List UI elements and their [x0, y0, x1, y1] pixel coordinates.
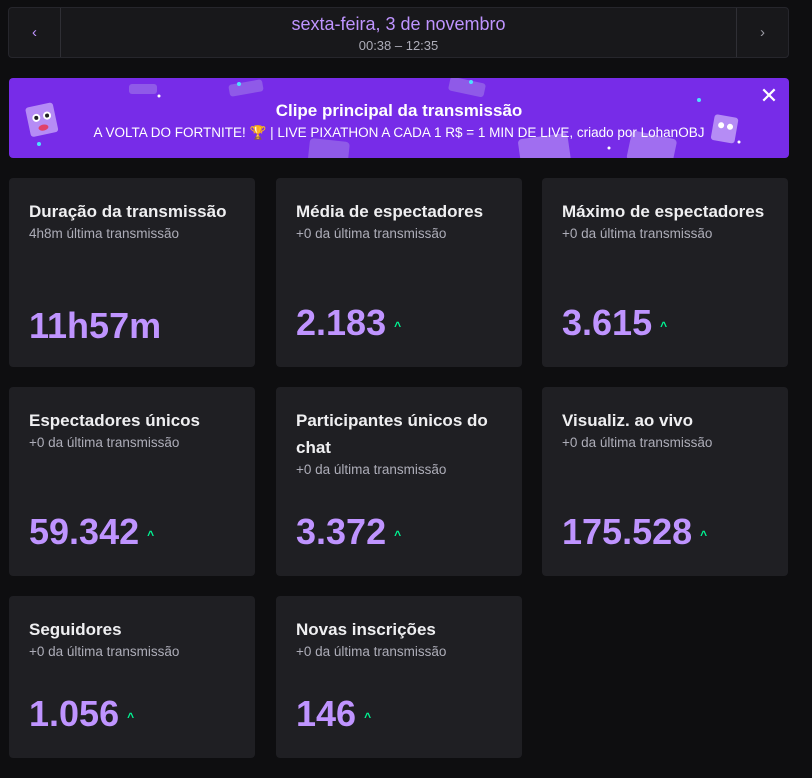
stat-value: 3.372 ^ [296, 509, 401, 555]
stat-card-stream-duration: Duração da transmissão 4h8m última trans… [9, 178, 255, 367]
stat-comparison: +0 da última transmissão [296, 462, 447, 477]
stat-value: 3.615 ^ [562, 300, 667, 346]
stat-card-followers: Seguidores +0 da última transmissão 1.05… [9, 596, 255, 758]
stat-title: Média de espectadores [296, 202, 484, 221]
close-banner-button[interactable]: ✕ [758, 83, 780, 108]
stat-comparison: +0 da última transmissão [562, 226, 713, 241]
stat-value-text: 59.342 [29, 511, 140, 552]
stat-value-text: 1.056 [29, 693, 120, 734]
chevron-left-icon: ‹ [32, 24, 37, 41]
stat-title: Novas inscrições [296, 620, 436, 639]
stat-title: Participantes únicos do chat [296, 411, 488, 457]
stat-comparison: +0 da última transmissão [562, 435, 713, 450]
stat-comparison: +0 da última transmissão [296, 644, 447, 659]
clip-title-part: A VOLTA DO FORTNITE! [93, 125, 250, 140]
trophy-icon: 🏆 [249, 125, 267, 140]
trend-up-icon: ^ [700, 528, 708, 542]
close-icon: ✕ [759, 83, 779, 108]
stat-value-text: 11h57m [29, 305, 162, 346]
stat-value: 11h57m [29, 306, 161, 346]
stat-title: Duração da transmissão [29, 202, 227, 221]
stream-time-range: 00:38 – 12:35 [358, 37, 439, 53]
trend-up-icon: ^ [660, 319, 668, 333]
top-clip-banner[interactable]: Clipe principal da transmissão A VOLTA D… [9, 78, 789, 158]
stat-title: Máximo de espectadores [562, 202, 765, 221]
clip-title-rest: | LIVE PIXATHON A CADA 1 R$ = 1 MIN DE L… [266, 125, 705, 140]
stat-value-text: 3.372 [296, 511, 387, 552]
clip-description: A VOLTA DO FORTNITE! 🏆 | LIVE PIXATHON A… [9, 125, 789, 141]
trend-up-icon: ^ [147, 528, 155, 542]
stat-value: 1.056 ^ [29, 691, 134, 737]
stat-title: Espectadores únicos [29, 411, 201, 430]
chevron-right-icon: › [760, 24, 765, 41]
banner-title: Clipe principal da transmissão [275, 101, 523, 120]
stat-card-new-subscriptions: Novas inscrições +0 da última transmissã… [276, 596, 522, 758]
next-stream-button[interactable]: › [736, 8, 788, 57]
stat-card-live-views: Visualiz. ao vivo +0 da última transmiss… [542, 387, 788, 576]
trend-up-icon: ^ [127, 710, 135, 724]
date-display: sexta-feira, 3 de novembro 00:38 – 12:35 [61, 8, 736, 57]
stat-comparison: 4h8m última transmissão [29, 226, 180, 241]
trend-up-icon: ^ [364, 710, 372, 724]
stat-comparison: +0 da última transmissão [29, 644, 180, 659]
stat-value-text: 175.528 [562, 511, 693, 552]
stat-value: 175.528 ^ [562, 509, 707, 555]
previous-stream-button[interactable]: ‹ [9, 8, 61, 57]
stat-card-average-viewers: Média de espectadores +0 da última trans… [276, 178, 522, 367]
stat-title: Seguidores [29, 620, 122, 639]
stat-value-text: 3.615 [562, 302, 653, 343]
stat-value-text: 2.183 [296, 302, 387, 343]
date-navigator: ‹ sexta-feira, 3 de novembro 00:38 – 12:… [8, 7, 789, 58]
stat-value: 146 ^ [296, 691, 371, 737]
banner-decoration-icon [25, 78, 741, 158]
stat-value: 2.183 ^ [296, 300, 401, 346]
stat-comparison: +0 da última transmissão [29, 435, 180, 450]
stat-value: 59.342 ^ [29, 509, 154, 555]
stream-date: sexta-feira, 3 de novembro [291, 13, 506, 34]
stat-value-text: 146 [296, 693, 357, 734]
stat-card-max-viewers: Máximo de espectadores +0 da última tran… [542, 178, 788, 367]
stat-title: Visualiz. ao vivo [562, 411, 694, 430]
trend-up-icon: ^ [394, 319, 402, 333]
stat-card-unique-viewers: Espectadores únicos +0 da última transmi… [9, 387, 255, 576]
trend-up-icon: ^ [394, 528, 402, 542]
stat-comparison: +0 da última transmissão [296, 226, 447, 241]
stat-card-unique-chatters: Participantes únicos do chat +0 da últim… [276, 387, 522, 576]
